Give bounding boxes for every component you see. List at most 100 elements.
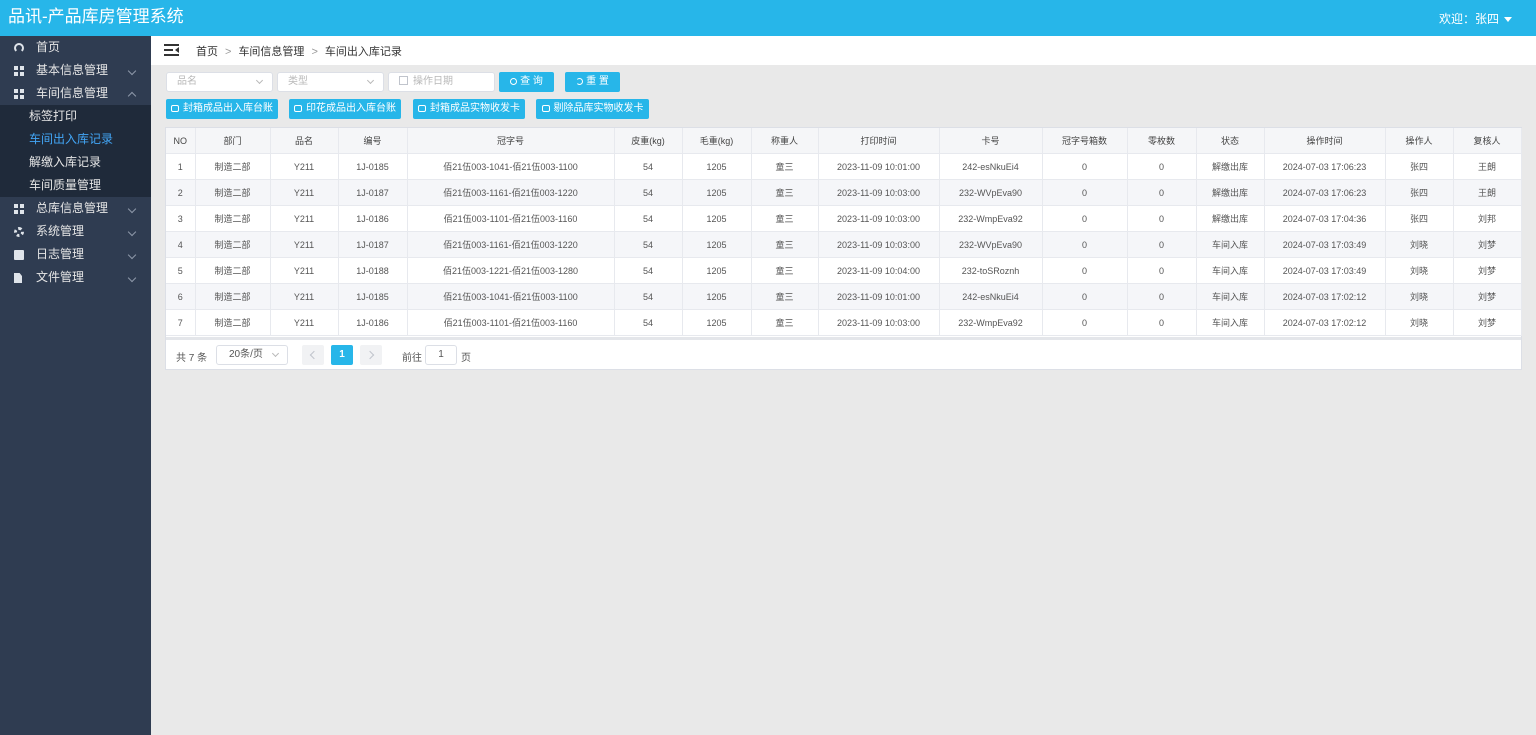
dashboard-icon bbox=[14, 43, 24, 53]
column-header: 操作时间 bbox=[1264, 128, 1386, 154]
table-row[interactable]: 2 制造二部 Y211 1J-0187 佰21伍003-1161-佰21伍003-122… bbox=[166, 179, 1522, 206]
next-page-button[interactable] bbox=[360, 345, 382, 365]
column-header: 状态 bbox=[1196, 128, 1265, 154]
goto-label: 前往 bbox=[402, 353, 422, 364]
goto-page-input[interactable]: 1 bbox=[425, 345, 457, 365]
table-cell: 制造二部 bbox=[195, 205, 271, 232]
table-row[interactable]: 3 制造二部 Y211 1J-0186 佰21伍003-1101-佰21伍003-116… bbox=[166, 205, 1522, 232]
table-cell: 4 bbox=[166, 231, 196, 258]
sidebar-item-label: 车间信息管理 bbox=[36, 86, 109, 100]
sidebar-subitem-label-print[interactable]: 标签打印 bbox=[29, 109, 78, 123]
table-cell: 解缴出库 bbox=[1196, 179, 1265, 206]
table-body: 1 制造二部 Y211 1J-0185 佰21伍003-1041-佰21伍003-110… bbox=[166, 153, 1522, 336]
table-cell: 0 bbox=[1042, 231, 1128, 258]
table-cell: 3 bbox=[166, 205, 196, 232]
date-picker[interactable]: 操作日期 bbox=[388, 72, 495, 92]
column-header: 皮重(kg) bbox=[614, 128, 683, 154]
breadcrumb-level1[interactable]: 车间信息管理 bbox=[238, 46, 305, 58]
table-cell: 0 bbox=[1127, 257, 1197, 284]
prev-page-button[interactable] bbox=[302, 345, 324, 365]
gear-icon bbox=[14, 227, 24, 237]
sidebar-item-warehouse-info[interactable]: 总库信息管理 bbox=[0, 197, 151, 220]
refresh-icon bbox=[576, 78, 584, 85]
reset-button[interactable]: 重 置 bbox=[565, 72, 620, 92]
column-header: 编号 bbox=[338, 128, 408, 154]
records-table: NO 部门 品名 编号 冠字号 皮重(kg) 毛重(kg) 称重人 打印时间 卡号 冠字号箱数 零枚数… bbox=[166, 128, 1522, 336]
sidebar-subitem-deposit-records[interactable]: 解缴入库记录 bbox=[29, 155, 102, 169]
table-cell: 232-WmpEva92 bbox=[939, 309, 1043, 336]
table-cell: 佰21伍003-1161-佰21伍003-1220 bbox=[407, 231, 615, 258]
table-cell: 2023-11-09 10:03:00 bbox=[818, 231, 940, 258]
chevron-down-icon bbox=[127, 204, 137, 214]
chevron-down-icon bbox=[127, 250, 137, 260]
sealed-ledger-label: 封箱成品出入库台账 bbox=[183, 103, 273, 114]
search-button[interactable]: 查 询 bbox=[499, 72, 554, 92]
column-header: 部门 bbox=[195, 128, 271, 154]
sidebar-item-system[interactable]: 系统管理 bbox=[0, 220, 151, 243]
table-cell: 2024-07-03 17:02:12 bbox=[1264, 309, 1386, 336]
type-select-placeholder: 类型 bbox=[288, 76, 308, 87]
table-cell: 童三 bbox=[751, 283, 819, 310]
table-cell: Y211 bbox=[270, 179, 339, 206]
chevron-down-icon bbox=[366, 76, 375, 85]
table-cell: 1205 bbox=[682, 283, 752, 310]
sealed-ledger-button[interactable]: 封箱成品出入库台账 bbox=[166, 99, 278, 119]
table-cell: 童三 bbox=[751, 231, 819, 258]
user-menu[interactable]: 欢迎：张四 bbox=[1439, 10, 1512, 27]
sealed-card-label: 封箱成品实物收发卡 bbox=[430, 103, 520, 114]
table-cell: 1J-0186 bbox=[338, 309, 408, 336]
table-row[interactable]: 1 制造二部 Y211 1J-0185 佰21伍003-1041-佰21伍003-110… bbox=[166, 153, 1522, 180]
table-cell: 刘梦 bbox=[1453, 231, 1522, 258]
table-cell: 车间入库 bbox=[1196, 231, 1265, 258]
type-select[interactable]: 类型 bbox=[277, 72, 384, 92]
table-cell: 车间入库 bbox=[1196, 309, 1265, 336]
sidebar-item-label: 总库信息管理 bbox=[36, 201, 109, 215]
sidebar-subitem-quality[interactable]: 车间质量管理 bbox=[29, 178, 102, 192]
sealed-card-button[interactable]: 封箱成品实物收发卡 bbox=[413, 99, 525, 119]
sidebar-item-label: 首页 bbox=[36, 40, 61, 54]
table-cell: 制造二部 bbox=[195, 309, 271, 336]
table-cell: 0 bbox=[1127, 283, 1197, 310]
date-picker-placeholder: 操作日期 bbox=[413, 76, 453, 87]
table-cell: 54 bbox=[614, 309, 683, 336]
top-header: 品讯-产品库房管理系统 欢迎：张四 bbox=[0, 0, 1536, 36]
column-header: 冠字号 bbox=[407, 128, 615, 154]
page-number-current[interactable]: 1 bbox=[331, 345, 353, 365]
column-header: 打印时间 bbox=[818, 128, 940, 154]
records-table-card: NO 部门 品名 编号 冠字号 皮重(kg) 毛重(kg) 称重人 打印时间 卡号 冠字号箱数 零枚数… bbox=[165, 127, 1522, 370]
reset-button-label: 重 置 bbox=[586, 76, 609, 87]
table-row[interactable]: 6 制造二部 Y211 1J-0185 佰21伍003-1041-佰21伍003-110… bbox=[166, 283, 1522, 310]
caret-down-icon bbox=[1504, 17, 1512, 23]
table-cell: Y211 bbox=[270, 231, 339, 258]
file-export-icon bbox=[14, 273, 22, 283]
table-row[interactable]: 5 制造二部 Y211 1J-0188 佰21伍003-1221-佰21伍003-128… bbox=[166, 257, 1522, 284]
table-cell: 0 bbox=[1042, 309, 1128, 336]
table-cell: 佰21伍003-1101-佰21伍003-1160 bbox=[407, 309, 615, 336]
table-header: NO 部门 品名 编号 冠字号 皮重(kg) 毛重(kg) 称重人 打印时间 卡号 冠字号箱数 零枚数… bbox=[166, 128, 1522, 154]
table-cell: 1205 bbox=[682, 309, 752, 336]
table-cell: 2024-07-03 17:06:23 bbox=[1264, 179, 1386, 206]
printed-ledger-button[interactable]: 印花成品出入库台账 bbox=[289, 99, 401, 119]
sidebar-item-home[interactable]: 首页 bbox=[0, 36, 151, 59]
sidebar-subitem-workshop-records[interactable]: 车间出入库记录 bbox=[29, 132, 114, 146]
table-cell: 佰21伍003-1161-佰21伍003-1220 bbox=[407, 179, 615, 206]
breadcrumb-home[interactable]: 首页 bbox=[196, 46, 218, 58]
page-size-select[interactable]: 20条/页 bbox=[216, 345, 288, 365]
sidebar-item-workshop-info[interactable]: 车间信息管理 bbox=[0, 82, 151, 105]
table-cell: 佰21伍003-1101-佰21伍003-1160 bbox=[407, 205, 615, 232]
table-cell: 童三 bbox=[751, 309, 819, 336]
rejected-card-button[interactable]: 剔除品库实物收发卡 bbox=[536, 99, 649, 119]
table-cell: 2023-11-09 10:03:00 bbox=[818, 309, 940, 336]
table-cell: 童三 bbox=[751, 257, 819, 284]
table-row[interactable]: 7 制造二部 Y211 1J-0186 佰21伍003-1101-佰21伍003-116… bbox=[166, 309, 1522, 336]
sidebar-item-basic-info[interactable]: 基本信息管理 bbox=[0, 59, 151, 82]
sidebar-item-label: 文件管理 bbox=[36, 270, 85, 284]
sidebar-item-files[interactable]: 文件管理 bbox=[0, 266, 151, 289]
table-cell: 54 bbox=[614, 153, 683, 180]
table-cell: Y211 bbox=[270, 309, 339, 336]
product-select[interactable]: 品名 bbox=[166, 72, 273, 92]
sidebar-item-logs[interactable]: 日志管理 bbox=[0, 243, 151, 266]
table-cell: 1205 bbox=[682, 153, 752, 180]
table-row[interactable]: 4 制造二部 Y211 1J-0187 佰21伍003-1161-佰21伍003-122… bbox=[166, 231, 1522, 258]
menu-toggle-icon[interactable] bbox=[164, 44, 179, 56]
